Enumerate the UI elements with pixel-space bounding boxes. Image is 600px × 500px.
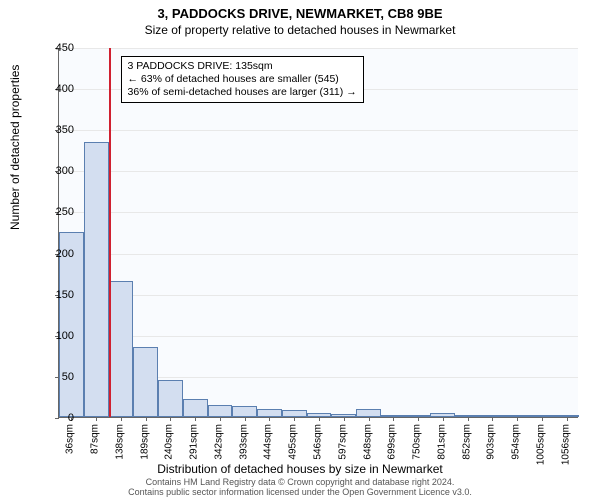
annotation-line: 36% of semi-detached houses are larger (… bbox=[128, 86, 357, 99]
footer-attribution: Contains HM Land Registry data © Crown c… bbox=[0, 478, 600, 498]
grid-line bbox=[59, 212, 578, 213]
y-tick-label: 300 bbox=[46, 165, 74, 177]
histogram-bar bbox=[109, 281, 134, 417]
x-tick-label: 546sqm bbox=[313, 424, 324, 460]
chart-title: 3, PADDOCKS DRIVE, NEWMARKET, CB8 9BE bbox=[0, 0, 600, 21]
x-tick-label: 903sqm bbox=[486, 424, 497, 460]
x-tick-label: 36sqm bbox=[65, 424, 76, 454]
x-tick-label: 138sqm bbox=[114, 424, 125, 460]
x-tick-label: 801sqm bbox=[436, 424, 447, 460]
x-tick-label: 750sqm bbox=[412, 424, 423, 460]
grid-line bbox=[59, 336, 578, 337]
annotation-line: 3 PADDOCKS DRIVE: 135sqm bbox=[128, 60, 357, 73]
histogram-bar bbox=[232, 406, 257, 417]
histogram-bar bbox=[59, 232, 84, 417]
chart-area: 3 PADDOCKS DRIVE: 135sqm← 63% of detache… bbox=[58, 48, 578, 418]
x-tick-label: 240sqm bbox=[164, 424, 175, 460]
grid-line bbox=[59, 171, 578, 172]
histogram-bar bbox=[158, 380, 183, 417]
x-tick-label: 852sqm bbox=[461, 424, 472, 460]
annotation-line: ← 63% of detached houses are smaller (54… bbox=[128, 73, 357, 86]
histogram-bar bbox=[208, 405, 233, 417]
y-axis-label: Number of detached properties bbox=[8, 65, 22, 230]
x-tick-label: 291sqm bbox=[189, 424, 200, 460]
y-tick-label: 50 bbox=[46, 371, 74, 383]
footer-line-2: Contains public sector information licen… bbox=[0, 488, 600, 498]
chart-container: 3, PADDOCKS DRIVE, NEWMARKET, CB8 9BE Si… bbox=[0, 0, 600, 500]
grid-line bbox=[59, 254, 578, 255]
chart-subtitle: Size of property relative to detached ho… bbox=[0, 21, 600, 39]
y-tick-label: 0 bbox=[46, 412, 74, 424]
grid-line bbox=[59, 295, 578, 296]
x-tick-label: 444sqm bbox=[263, 424, 274, 460]
histogram-bar bbox=[133, 347, 158, 417]
histogram-bar bbox=[84, 142, 109, 417]
y-tick-label: 100 bbox=[46, 330, 74, 342]
x-tick-label: 699sqm bbox=[387, 424, 398, 460]
x-tick-label: 1005sqm bbox=[535, 424, 546, 465]
x-tick-label: 597sqm bbox=[337, 424, 348, 460]
histogram-bar bbox=[257, 409, 282, 417]
grid-line bbox=[59, 130, 578, 131]
x-tick-label: 1056sqm bbox=[560, 424, 571, 465]
y-tick-label: 250 bbox=[46, 206, 74, 218]
y-tick-label: 450 bbox=[46, 42, 74, 54]
x-tick-label: 954sqm bbox=[511, 424, 522, 460]
annotation-box: 3 PADDOCKS DRIVE: 135sqm← 63% of detache… bbox=[121, 56, 364, 103]
y-tick-label: 350 bbox=[46, 124, 74, 136]
property-marker-line bbox=[109, 48, 111, 417]
y-tick-label: 400 bbox=[46, 83, 74, 95]
x-tick-label: 87sqm bbox=[90, 424, 101, 454]
histogram-bar bbox=[183, 399, 208, 417]
x-tick-label: 189sqm bbox=[139, 424, 150, 460]
grid-line bbox=[59, 48, 578, 49]
x-tick-label: 342sqm bbox=[213, 424, 224, 460]
x-axis-label: Distribution of detached houses by size … bbox=[0, 462, 600, 476]
y-tick-label: 150 bbox=[46, 289, 74, 301]
plot-area: 3 PADDOCKS DRIVE: 135sqm← 63% of detache… bbox=[58, 48, 578, 418]
x-tick-label: 648sqm bbox=[362, 424, 373, 460]
histogram-bar bbox=[356, 409, 381, 417]
y-tick-label: 200 bbox=[46, 248, 74, 260]
x-tick-label: 393sqm bbox=[238, 424, 249, 460]
x-tick-label: 495sqm bbox=[288, 424, 299, 460]
